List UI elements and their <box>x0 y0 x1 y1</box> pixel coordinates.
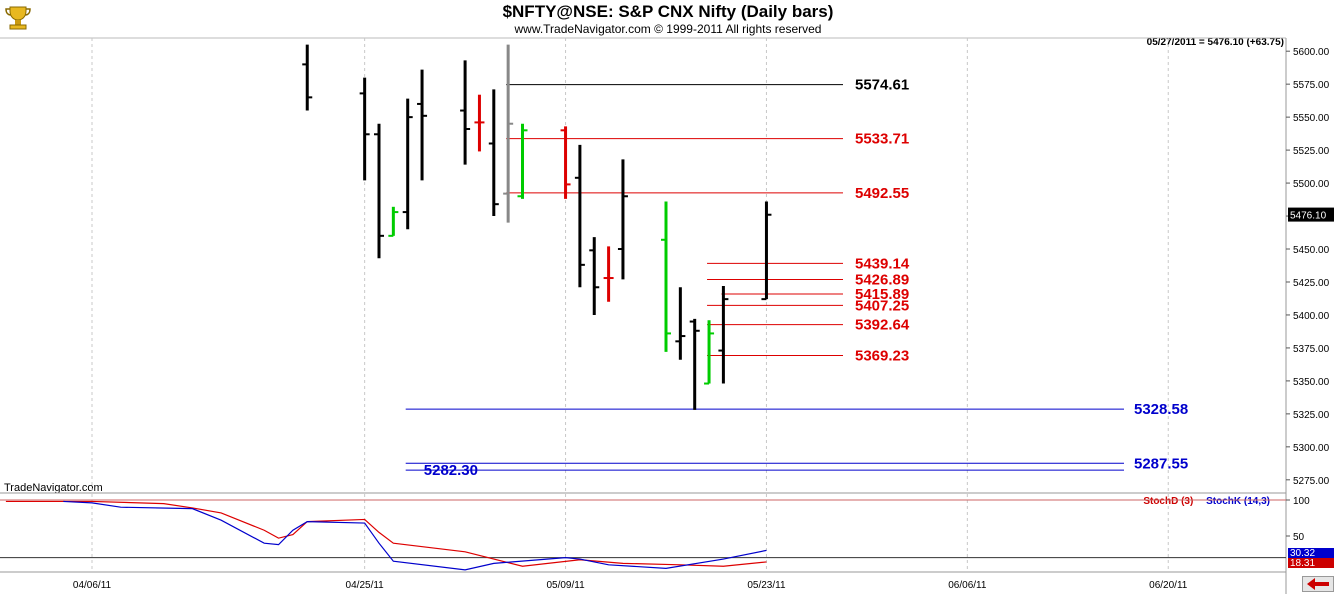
level-label: 5392.64 <box>855 317 910 334</box>
y-tick-label: 5350.00 <box>1293 377 1330 388</box>
y-tick-label: 5450.00 <box>1293 245 1330 256</box>
y-tick-label: 5575.00 <box>1293 80 1330 91</box>
brand-label: TradeNavigator.com <box>4 482 103 494</box>
y-tick-label: 5275.00 <box>1293 476 1330 487</box>
level-label: 5574.61 <box>855 77 909 94</box>
y-tick-label: 5600.00 <box>1293 47 1330 58</box>
y-tick-label: 5500.00 <box>1293 179 1330 190</box>
x-tick-label: 05/09/11 <box>546 580 585 591</box>
last-price-label: 5476.10 <box>1290 211 1327 222</box>
y-tick-label: 5325.00 <box>1293 410 1330 421</box>
y-tick-label: 5550.00 <box>1293 113 1330 124</box>
stoch-series-line <box>63 500 767 571</box>
level-label: 5439.14 <box>855 255 910 272</box>
stoch-series-line <box>5 500 767 567</box>
level-label: 5282.30 <box>424 462 478 479</box>
y-tick-label: 5425.00 <box>1293 278 1330 289</box>
stoch-value-label: 30.32 <box>1290 548 1315 559</box>
x-tick-label: 06/20/11 <box>1149 580 1188 591</box>
x-tick-label: 06/06/11 <box>948 580 987 591</box>
y-tick-label: 5525.00 <box>1293 146 1330 157</box>
x-tick-label: 04/25/11 <box>346 580 385 591</box>
x-tick-label: 05/23/11 <box>747 580 786 591</box>
chart-title: $NFTY@NSE: S&P CNX Nifty (Daily bars) <box>502 2 834 21</box>
trophy-icon <box>5 6 31 30</box>
left-arrow-icon <box>1307 578 1329 590</box>
level-label: 5415.89 <box>855 286 909 303</box>
stoch-value-box <box>1288 548 1334 558</box>
legend-stochk: StochK (14,3) <box>1206 496 1270 507</box>
chart-subtitle: www.TradeNavigator.com © 1999-2011 All r… <box>514 22 822 36</box>
x-tick-label: 04/06/11 <box>73 580 112 591</box>
level-label: 5426.89 <box>855 271 909 288</box>
level-label: 5407.25 <box>855 297 909 314</box>
y-tick-label: 5375.00 <box>1293 344 1330 355</box>
y-tick-label: 5300.00 <box>1293 443 1330 454</box>
stoch-value-box <box>1288 558 1334 568</box>
stoch-y-tick-label: 100 <box>1293 496 1310 507</box>
level-label: 5287.55 <box>1134 455 1188 472</box>
price-readout: 05/27/2011 = 5476.10 (+63.75) <box>1146 37 1284 48</box>
stoch-y-tick-label: 50 <box>1293 532 1305 543</box>
back-arrow-button[interactable] <box>1302 576 1334 592</box>
stoch-value-label: 18.31 <box>1290 558 1315 569</box>
level-label: 5533.71 <box>855 131 909 148</box>
y-tick-label: 5400.00 <box>1293 311 1330 322</box>
last-price-box <box>1288 207 1334 222</box>
level-label: 5328.58 <box>1134 401 1188 418</box>
level-label: 5492.55 <box>855 185 909 202</box>
level-label: 5369.23 <box>855 348 909 365</box>
